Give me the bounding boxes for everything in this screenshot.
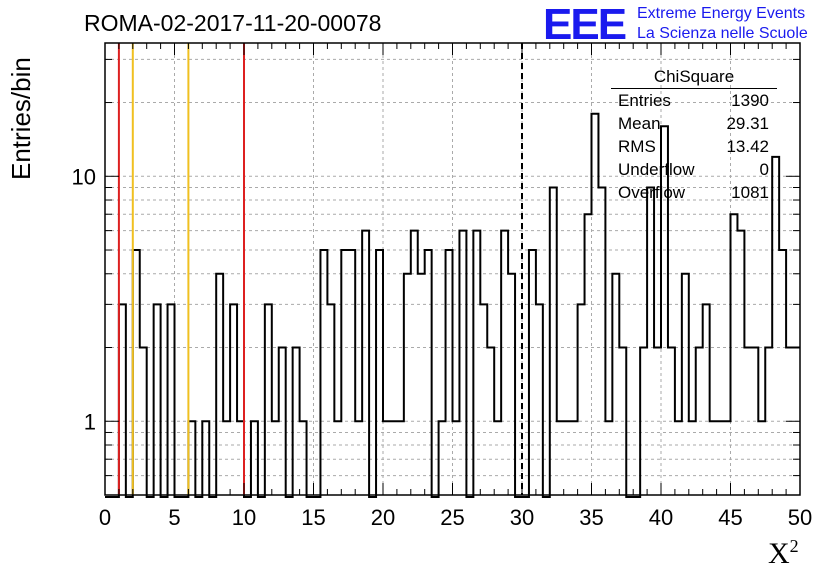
stats-label: Mean (618, 114, 661, 133)
histogram-bin (362, 231, 369, 495)
histogram-bin (230, 304, 237, 495)
stats-value: 1081 (731, 183, 769, 202)
histogram-bin (598, 187, 605, 495)
x-tick-label: 30 (510, 505, 534, 530)
stats-value: 29.31 (726, 114, 769, 133)
histogram-bin (459, 231, 466, 495)
x-tick-label: 40 (649, 505, 673, 530)
x-tick-label: 5 (168, 505, 180, 530)
histogram-bin (731, 214, 738, 495)
histogram-bin (550, 187, 557, 495)
cut-lines (117, 43, 523, 495)
x-tick-label: 20 (371, 505, 395, 530)
x-tick-label: 15 (301, 505, 325, 530)
stats-row: Entries 1390 (611, 89, 777, 112)
histogram-bin (473, 231, 480, 495)
stats-row: Underflow 0 (611, 158, 777, 181)
stats-value: 13.42 (726, 137, 769, 156)
histogram-bin (418, 274, 425, 495)
x-tick-label: 0 (99, 505, 111, 530)
histogram-bin (154, 304, 161, 495)
x-tick-label: 35 (579, 505, 603, 530)
axis-ticks (104, 43, 801, 495)
histogram-bin (703, 304, 710, 495)
histogram-bin (119, 304, 126, 495)
histogram-bars (105, 112, 800, 498)
histogram-bin (411, 231, 418, 495)
histogram-bin (216, 274, 223, 495)
histogram-bin (265, 304, 272, 495)
histogram-bin (168, 304, 175, 495)
histogram-bin (578, 304, 585, 495)
histogram-outline (105, 112, 800, 498)
x-tick-label: 10 (232, 505, 256, 530)
histogram-bin (612, 274, 619, 495)
y-tick-label: 1 (84, 409, 96, 434)
histogram-bin (320, 250, 327, 495)
histogram-bin (348, 250, 355, 495)
histogram-bin (508, 274, 515, 495)
x-tick-label: 45 (718, 505, 742, 530)
histogram-bin (779, 250, 786, 495)
y-tick-label: 10 (72, 164, 96, 189)
histogram-bin (327, 304, 334, 495)
histogram-bin (647, 187, 654, 495)
x-tick-label: 25 (440, 505, 464, 530)
histogram-bin (529, 250, 536, 495)
axis-tick-labels: 0 5 10 15 20 25 30 35 40 45 50 1 10 (72, 164, 813, 530)
histogram-bin (501, 231, 508, 495)
logo-line-1: Extreme Energy Events (637, 5, 806, 22)
histogram-bin (682, 274, 689, 495)
logo-caption: Extreme Energy Events La Scienza nelle S… (637, 4, 808, 44)
histogram-bin (404, 274, 411, 495)
stats-box: ChiSquare Entries 1390 Mean 29.31 RMS 13… (611, 67, 777, 204)
logo-line-2: La Scienza nelle Scuole (637, 25, 808, 42)
stats-row: Overflow 1081 (611, 181, 777, 204)
stats-label: Underflow (618, 160, 695, 179)
histogram-bin (133, 250, 140, 495)
histogram-bin (341, 250, 348, 495)
plot-title: ROMA-02-2017-11-20-00078 (84, 10, 382, 36)
histogram-bin (425, 250, 432, 495)
stats-label: Overflow (618, 183, 686, 202)
histogram-bin (536, 304, 543, 495)
eee-logo: EEE (543, 0, 627, 49)
stats-label: Entries (618, 91, 671, 110)
stats-row: RMS 13.42 (611, 135, 777, 158)
histogram-bin (376, 250, 383, 495)
stats-value: 1390 (731, 91, 769, 110)
x-axis-label: X2 (768, 536, 799, 570)
histogram-bin (480, 304, 487, 495)
stats-title: ChiSquare (611, 67, 777, 89)
stats-value: 0 (759, 160, 769, 179)
stats-label: RMS (618, 137, 656, 156)
histogram-bin (772, 157, 779, 495)
histogram-bin (585, 214, 592, 495)
histogram-bin (446, 250, 453, 495)
stats-row: Mean 29.31 (611, 112, 777, 135)
y-axis-label: Entries/bin (6, 57, 36, 180)
histogram-bin (737, 231, 744, 495)
x-tick-label: 50 (788, 505, 812, 530)
